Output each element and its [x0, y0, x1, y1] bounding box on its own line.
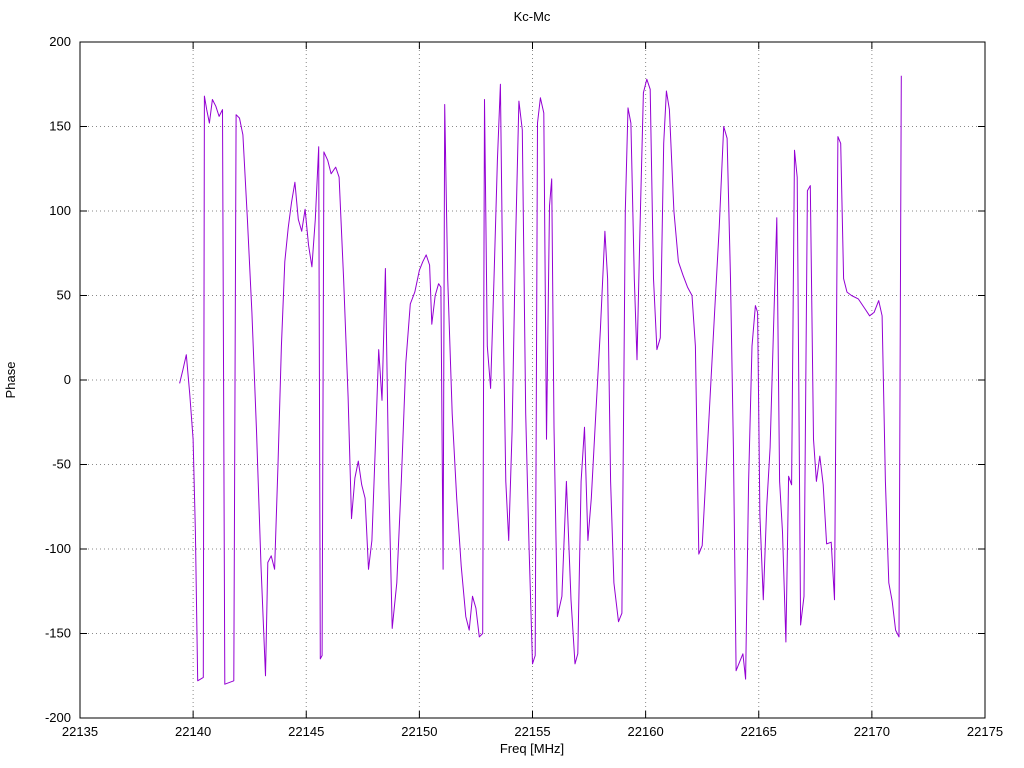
y-tick-label: 50 [57, 288, 71, 303]
x-tick-label: 22155 [514, 724, 550, 739]
x-tick-label: 22140 [175, 724, 211, 739]
ticks-layer [79, 41, 986, 719]
y-tick-label: 200 [49, 34, 71, 49]
grid-layer [80, 42, 985, 718]
y-tick-label: -100 [45, 541, 71, 556]
x-tick-label: 22160 [628, 724, 664, 739]
x-tick-label: 22175 [967, 724, 1003, 739]
chart-title: Kc-Mc [514, 9, 551, 24]
x-tick-label: 22145 [288, 724, 324, 739]
y-tick-label: -150 [45, 626, 71, 641]
y-tick-label: -200 [45, 710, 71, 725]
y-tick-label: 100 [49, 203, 71, 218]
y-tick-label: -50 [52, 457, 71, 472]
x-axis-label: Freq [MHz] [500, 741, 564, 756]
y-tick-label: 150 [49, 119, 71, 134]
x-tick-label: 22150 [401, 724, 437, 739]
y-tick-label: 0 [64, 372, 71, 387]
tick-labels-layer: 22135 22140 22145 22150 22155 22160 22165 22170… [45, 34, 1003, 739]
y-axis-label: Phase [3, 362, 18, 399]
x-tick-label: 22170 [854, 724, 890, 739]
x-tick-label: 22135 [62, 724, 98, 739]
x-tick-label: 22165 [741, 724, 777, 739]
phase-trace [179, 75, 902, 685]
